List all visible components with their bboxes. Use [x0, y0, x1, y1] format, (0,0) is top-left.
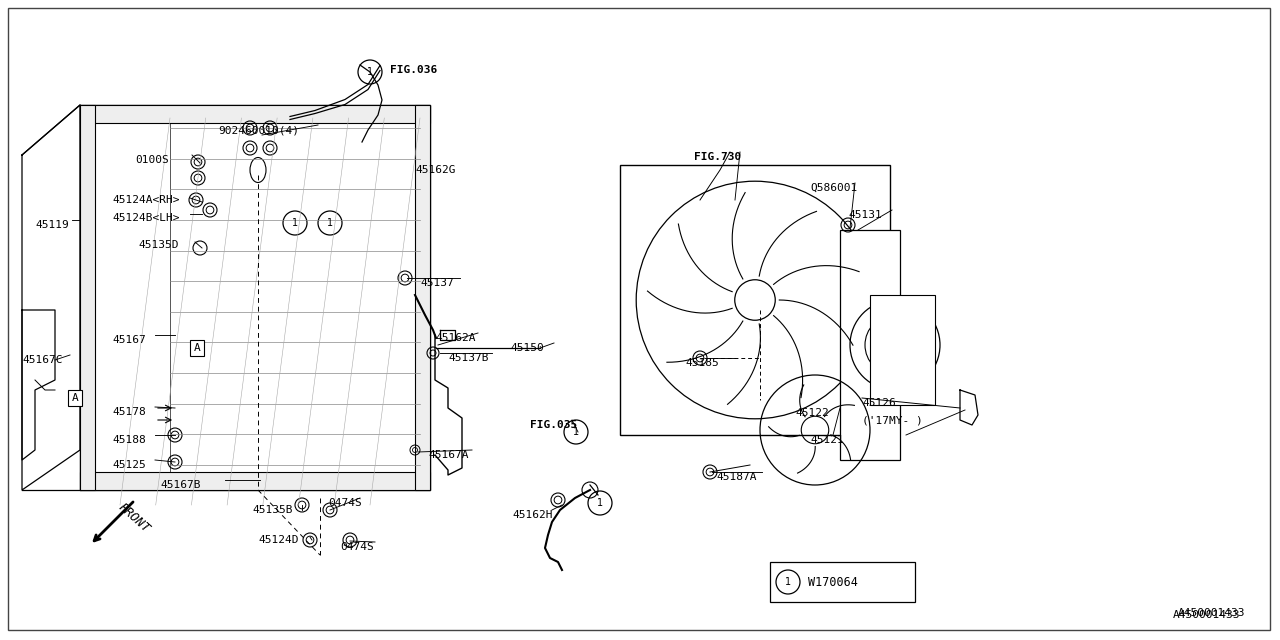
Text: 902460010(4): 902460010(4) — [218, 125, 300, 135]
Text: 45124D: 45124D — [259, 535, 298, 545]
Text: 45137B: 45137B — [448, 353, 489, 363]
Bar — [170, 118, 420, 475]
Text: 45126: 45126 — [861, 398, 896, 408]
Text: A: A — [72, 393, 78, 403]
Text: 45167B: 45167B — [160, 480, 201, 490]
Text: 45167: 45167 — [113, 335, 146, 345]
Ellipse shape — [250, 157, 266, 182]
Text: 45162H: 45162H — [512, 510, 553, 520]
Text: FIG.730: FIG.730 — [694, 152, 741, 162]
Bar — [415, 105, 430, 490]
Bar — [870, 295, 934, 405]
Text: 45162A: 45162A — [435, 333, 475, 343]
Bar — [81, 105, 430, 490]
Text: 45162G: 45162G — [415, 165, 456, 175]
Bar — [620, 165, 890, 435]
Text: FIG.035: FIG.035 — [530, 420, 577, 430]
Bar — [771, 562, 915, 602]
Text: 45187A: 45187A — [716, 472, 756, 482]
Text: A450001433: A450001433 — [1172, 610, 1240, 620]
Text: 45119: 45119 — [35, 220, 69, 230]
Text: FIG.036: FIG.036 — [390, 65, 438, 75]
Bar — [81, 472, 430, 490]
Text: 0474S: 0474S — [340, 542, 374, 552]
Text: 45122: 45122 — [795, 408, 828, 418]
Text: A: A — [193, 343, 201, 353]
Text: 45185: 45185 — [685, 358, 719, 368]
Text: 0474S: 0474S — [328, 498, 362, 508]
Text: 1: 1 — [326, 218, 333, 228]
Text: 1: 1 — [292, 218, 298, 228]
Bar — [81, 105, 430, 123]
Text: 45124B<LH>: 45124B<LH> — [113, 213, 179, 223]
Text: ('17MY- ): ('17MY- ) — [861, 415, 923, 425]
Text: A450001433: A450001433 — [1178, 608, 1245, 618]
Text: 45131: 45131 — [849, 210, 882, 220]
Text: 45124A<RH>: 45124A<RH> — [113, 195, 179, 205]
Text: 45167C: 45167C — [22, 355, 63, 365]
Text: 1: 1 — [573, 427, 579, 437]
Text: 45121: 45121 — [810, 435, 844, 445]
Text: 45167A: 45167A — [428, 450, 468, 460]
Text: FRONT: FRONT — [115, 500, 151, 536]
Bar — [81, 105, 95, 490]
Text: 45135B: 45135B — [252, 505, 293, 515]
Text: 45125: 45125 — [113, 460, 146, 470]
Text: 45137: 45137 — [420, 278, 453, 288]
Text: 1: 1 — [596, 498, 603, 508]
Text: 1: 1 — [785, 577, 791, 587]
Ellipse shape — [193, 241, 207, 255]
Text: 45178: 45178 — [113, 407, 146, 417]
Text: W170064: W170064 — [808, 575, 858, 589]
Text: 45188: 45188 — [113, 435, 146, 445]
Text: 1: 1 — [367, 67, 372, 77]
Bar — [840, 230, 900, 460]
Text: 45150: 45150 — [509, 343, 544, 353]
Text: Q586001: Q586001 — [810, 183, 858, 193]
Text: 45135D: 45135D — [138, 240, 178, 250]
Text: 0100S: 0100S — [134, 155, 169, 165]
